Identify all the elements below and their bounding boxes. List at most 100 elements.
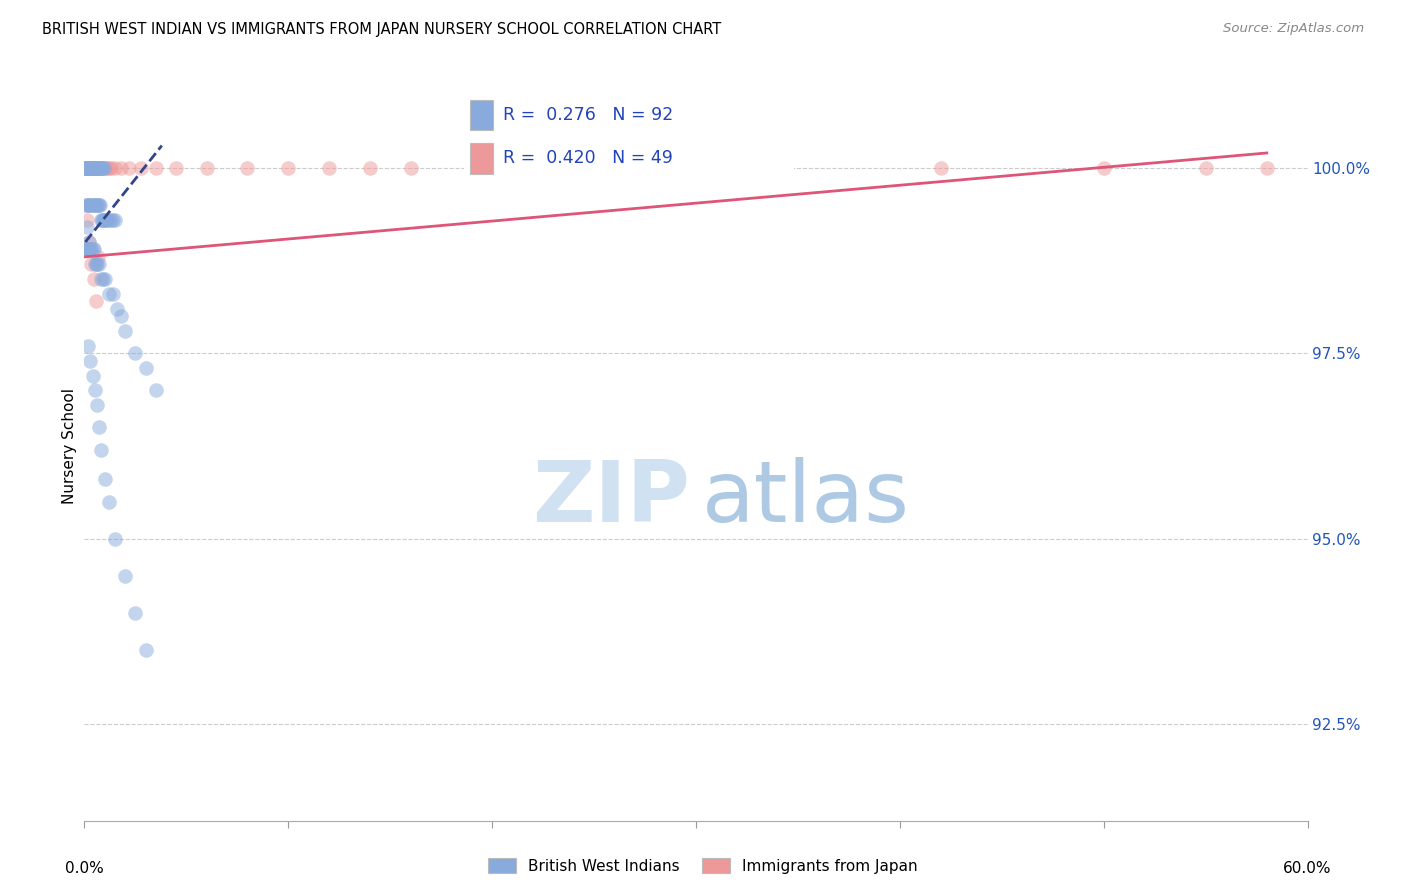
Point [104, 212, 127, 227]
Point [83, 272, 105, 286]
Point [89, 161, 111, 175]
Point [93, 472, 115, 486]
Point [145, 161, 167, 175]
Point [84, 161, 107, 175]
Point [93, 161, 115, 175]
Point [75, 198, 97, 212]
Point [84, 161, 107, 175]
Point [83, 161, 105, 175]
Point [104, 532, 127, 546]
Point [114, 569, 136, 583]
Point [79, 243, 101, 257]
Point [96, 212, 118, 227]
Point [100, 212, 122, 227]
Point [79, 353, 101, 368]
Point [87, 257, 110, 271]
Point [79, 161, 101, 175]
Point [277, 161, 299, 175]
Point [83, 384, 105, 398]
Point [80, 198, 103, 212]
Point [89, 161, 111, 175]
Point [77, 161, 100, 175]
Point [145, 384, 167, 398]
Point [1092, 161, 1115, 175]
Point [236, 161, 259, 175]
Point [82, 198, 104, 212]
Point [79, 161, 101, 175]
Point [77, 339, 100, 353]
Point [90, 212, 112, 227]
Point [87, 161, 110, 175]
Point [75, 161, 97, 175]
Point [75, 161, 97, 175]
Point [118, 161, 141, 175]
Point [80, 161, 103, 175]
Point [75, 161, 97, 175]
Point [90, 161, 112, 175]
Point [97, 494, 120, 508]
Point [135, 361, 157, 376]
Point [91, 161, 114, 175]
Point [399, 161, 422, 175]
Text: 0.0%: 0.0% [65, 862, 104, 877]
Point [725, 161, 748, 175]
Point [79, 235, 101, 249]
Point [97, 287, 120, 301]
Point [583, 161, 606, 175]
Point [86, 161, 108, 175]
Point [79, 161, 101, 175]
Point [195, 161, 218, 175]
Point [83, 161, 105, 175]
Point [83, 161, 105, 175]
Point [87, 161, 110, 175]
Point [91, 212, 114, 227]
Point [75, 161, 97, 175]
Point [84, 161, 107, 175]
Point [96, 161, 118, 175]
Point [97, 212, 120, 227]
Text: BRITISH WEST INDIAN VS IMMIGRANTS FROM JAPAN NURSERY SCHOOL CORRELATION CHART: BRITISH WEST INDIAN VS IMMIGRANTS FROM J… [42, 22, 721, 37]
Legend: British West Indians, Immigrants from Japan: British West Indians, Immigrants from Ja… [482, 852, 924, 880]
Text: ZIP: ZIP [531, 457, 690, 540]
Point [93, 272, 115, 286]
Point [90, 161, 112, 175]
Point [91, 161, 114, 175]
Point [114, 324, 136, 338]
Text: atlas: atlas [702, 457, 910, 540]
Point [359, 161, 381, 175]
Point [83, 257, 105, 271]
Point [1195, 161, 1218, 175]
Point [82, 161, 104, 175]
Point [76, 161, 98, 175]
Point [93, 161, 115, 175]
Point [76, 243, 98, 257]
Point [75, 161, 97, 175]
Point [87, 420, 110, 434]
Point [124, 606, 146, 620]
Point [84, 294, 107, 309]
Y-axis label: Nursery School: Nursery School [62, 388, 77, 504]
Point [80, 161, 103, 175]
Point [131, 161, 153, 175]
Point [76, 198, 98, 212]
Point [79, 161, 101, 175]
Point [100, 161, 122, 175]
Point [86, 161, 108, 175]
Point [110, 309, 132, 323]
Point [79, 161, 101, 175]
Point [76, 161, 98, 175]
Point [165, 161, 187, 175]
Point [82, 161, 104, 175]
Point [124, 346, 146, 360]
Point [76, 161, 98, 175]
Point [82, 368, 104, 383]
Point [77, 161, 100, 175]
Point [80, 243, 103, 257]
Point [84, 161, 107, 175]
Point [83, 198, 105, 212]
Point [79, 243, 101, 257]
Point [83, 243, 105, 257]
Point [86, 198, 108, 212]
Point [93, 212, 115, 227]
Point [77, 161, 100, 175]
